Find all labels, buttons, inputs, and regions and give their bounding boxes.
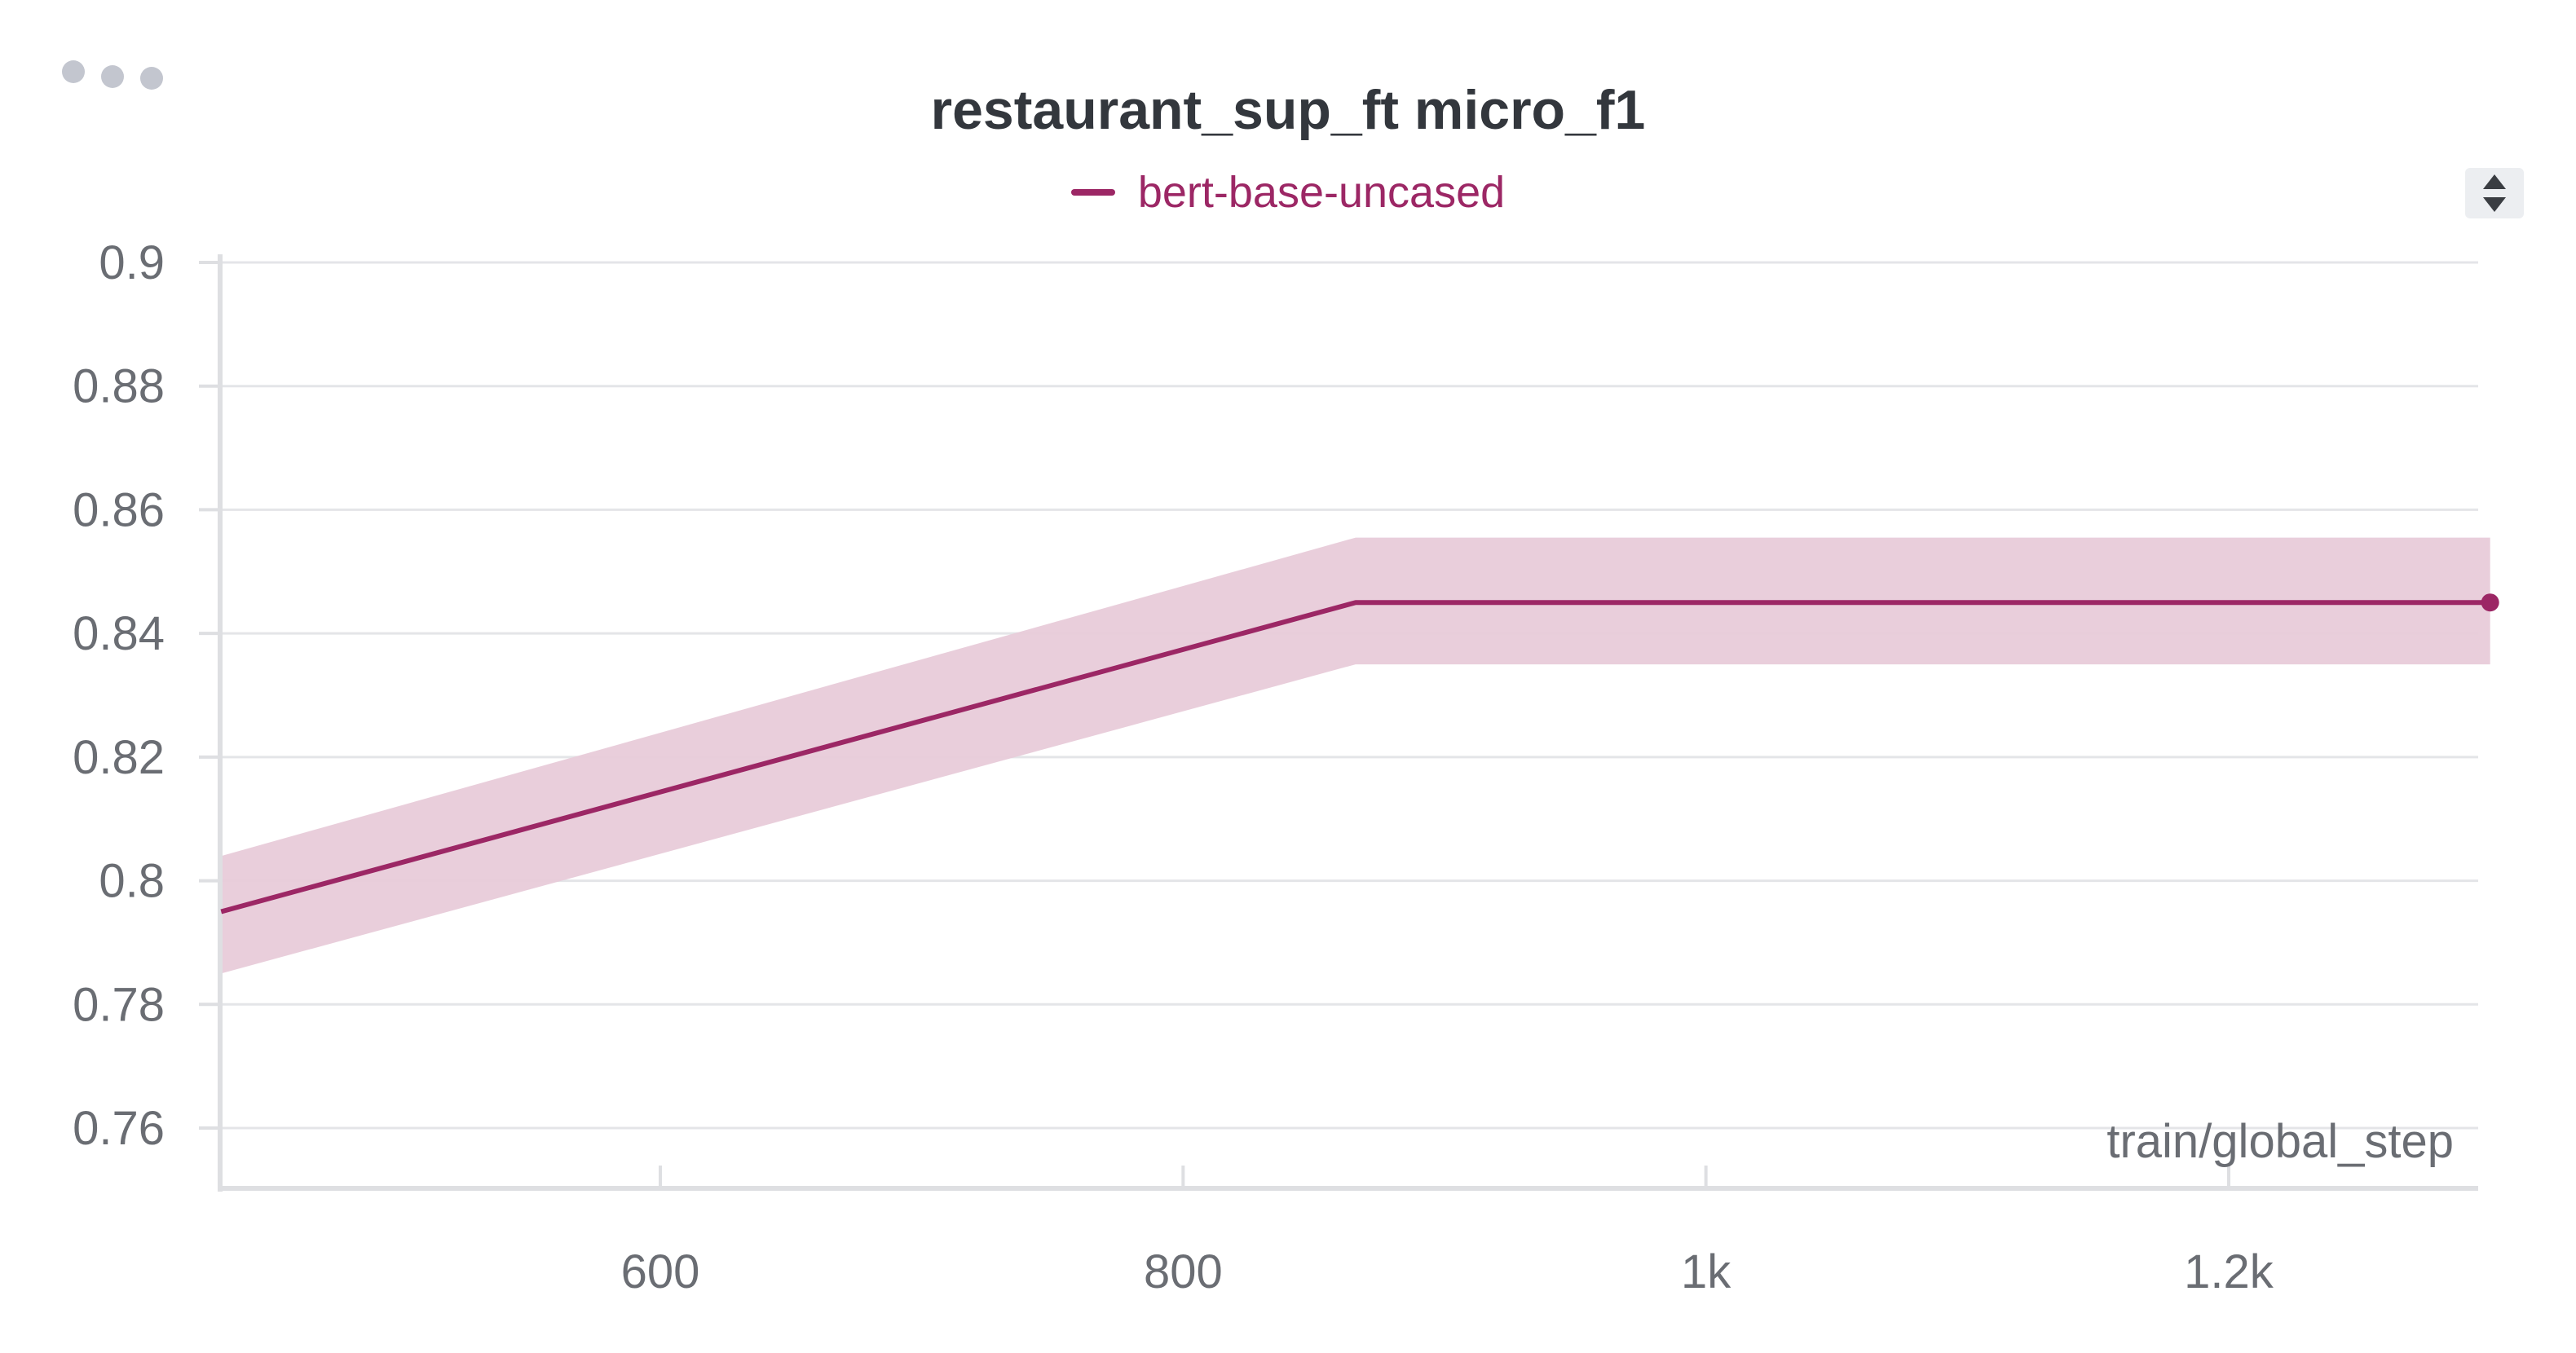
chart-title: restaurant_sup_ft micro_f1: [930, 79, 1646, 141]
legend: bert-base-uncased: [0, 167, 2576, 218]
line-bert-base-uncased: [220, 600, 2490, 914]
x-tick-label: 800: [1144, 1245, 1223, 1298]
y-tick-label: 0.84: [73, 607, 165, 660]
y-tick-label: 0.88: [73, 360, 165, 413]
grid-lines: [220, 261, 2478, 1130]
axes: [218, 254, 2478, 1192]
legend-label-bert-base-uncased[interactable]: bert-base-uncased: [1137, 168, 1506, 217]
x-tick-label: 1.2k: [2184, 1245, 2274, 1298]
band-bert-base-uncased: [221, 537, 2490, 974]
y-tick-label: 0.8: [99, 855, 165, 908]
legend-swatch-bert-base-uncased: [1070, 189, 1115, 196]
y-axis-ticks: 0.76 0.78 0.8 0.82 0.84 0.86 0.88 0.9: [73, 236, 220, 1155]
x-axis-ticks: 600 800 1k 1.2k: [621, 1166, 2274, 1298]
x-axis-label: train/global_step: [2106, 1115, 2454, 1168]
y-tick-label: 0.9: [99, 236, 165, 289]
x-tick-label: 600: [621, 1245, 700, 1298]
x-tick-label: 1k: [1681, 1245, 1731, 1298]
y-tick-label: 0.86: [73, 483, 165, 536]
sort-updown-icon: [2483, 174, 2506, 212]
y-tick-label: 0.78: [73, 978, 165, 1031]
more-options-icon[interactable]: [62, 60, 176, 93]
legend-scroll-button[interactable]: [2465, 168, 2524, 218]
confidence-band: [221, 537, 2490, 974]
end-point-bert-base-uncased: [2481, 593, 2499, 612]
series-lines: [220, 593, 2499, 914]
y-tick-label: 0.76: [73, 1102, 165, 1155]
y-tick-label: 0.82: [73, 731, 165, 784]
